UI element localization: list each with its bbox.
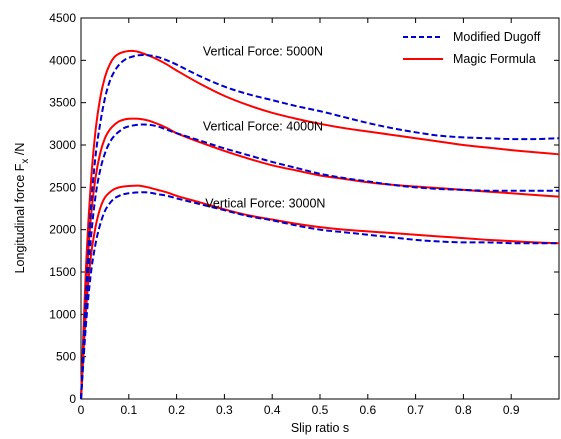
y-tick-label: 3500 [49,96,76,110]
x-tick-label: 0.8 [455,403,472,417]
annotation-label: Vertical Force: 3000N [205,197,325,211]
y-tick-label: 3000 [49,138,76,152]
series-line-5000n-magic-formula [80,49,560,400]
x-tick-label: 0.2 [168,403,185,417]
x-tick-label: 0.4 [264,403,281,417]
y-tick-label: 2500 [49,180,76,194]
y-tick-label: 0 [69,392,76,406]
series-line-3000n-modified-dugoff [80,191,559,400]
y-axis-label-main: Longitudinal force F [13,163,27,273]
annotation-label: Vertical Force: 4000N [203,120,323,134]
annotations: Vertical Force: 5000N Vertical Force: 400… [203,44,326,210]
y-axis-label: Longitudinal force Fx /N [13,143,31,274]
y-tick-label: 2000 [49,223,76,237]
legend-label-modified-dugoff: Modified Dugoff [453,30,541,44]
x-tick-label: 0.1 [120,403,137,417]
axis-ticks: 0 0.1 0.2 0.3 0.4 0.5 0.6 0.7 0.8 0.9 0 500 1000 1500… [49,11,559,417]
x-tick-label: 0.9 [503,403,520,417]
x-tick-label: 0.3 [216,403,233,417]
x-tick-label: 0.5 [312,403,329,417]
legend: Modified Dugoff Magic Formula [403,30,541,66]
y-axis-label-unit: /N [13,143,27,159]
y-tick-label: 500 [56,350,76,364]
x-tick-label: 0.7 [407,403,424,417]
y-tick-label: 4000 [49,53,76,67]
y-axis-label-subscript: x [20,159,31,164]
series-layer [80,49,560,400]
y-tick-label: 1500 [49,265,76,279]
y-tick-label: 4500 [49,11,76,25]
x-tick-label: 0.6 [359,403,376,417]
series-line-3000n-magic-formula [80,184,560,400]
series-line-5000n-modified-dugoff [80,53,560,400]
y-tick-label: 1000 [49,307,76,321]
series-line-4000n-modified-dugoff [80,123,559,400]
annotation-label: Vertical Force: 5000N [203,44,323,58]
x-tick-label: 0 [78,403,85,417]
x-axis-label: Slip ratio s [291,421,349,435]
legend-label-magic-formula: Magic Formula [453,52,536,66]
